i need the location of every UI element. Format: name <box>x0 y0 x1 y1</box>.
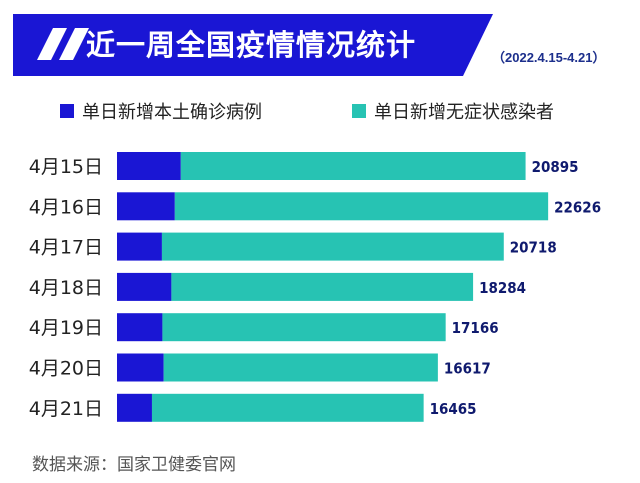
category-label: 4月20日 <box>29 358 103 380</box>
bar-confirmed <box>117 192 175 221</box>
category-label: 4月16日 <box>29 196 103 218</box>
legend-label-confirmed: 单日新增本土确诊病例 <box>82 102 262 123</box>
category-label: 4月19日 <box>29 317 103 339</box>
bar-asymptomatic <box>174 192 549 221</box>
bar-asymptomatic <box>171 272 474 301</box>
bar-confirmed <box>117 393 152 422</box>
bar-asymptomatic <box>163 353 438 382</box>
bar-confirmed <box>117 313 163 342</box>
category-label: 4月17日 <box>29 237 103 259</box>
data-label-asymptomatic: 20895 <box>532 158 579 176</box>
bar-confirmed <box>117 232 162 261</box>
data-label-asymptomatic: 16465 <box>430 400 477 418</box>
legend-swatch-asymptomatic <box>352 104 366 118</box>
category-label: 4月18日 <box>29 277 103 299</box>
legend-item-confirmed: 单日新增本土确诊病例 <box>60 99 262 123</box>
data-label-asymptomatic: 18284 <box>479 279 526 297</box>
banner-background <box>13 14 493 76</box>
title-banner <box>13 14 493 76</box>
data-label-asymptomatic: 22626 <box>554 198 601 216</box>
banner-slash-2 <box>59 28 89 60</box>
legend-item-asymptomatic: 单日新增无症状感染者 <box>352 99 554 123</box>
bar-confirmed <box>117 272 172 301</box>
legend-swatch-confirmed <box>60 104 74 118</box>
bar-asymptomatic <box>180 152 526 180</box>
source-note: 数据来源：国家卫健委官网 <box>32 455 236 475</box>
bar-asymptomatic <box>151 393 424 422</box>
bar-asymptomatic <box>162 313 446 342</box>
bar-confirmed <box>117 152 181 180</box>
legend-label-asymptomatic: 单日新增无症状感染者 <box>374 102 554 123</box>
stacked-bar-chart: 4月15日3867208954月16日3504226264月17日2723207… <box>29 152 601 422</box>
chart-title: 近一周全国疫情情况统计 <box>86 28 417 62</box>
data-label-asymptomatic: 20718 <box>510 239 557 257</box>
banner-slash-1 <box>37 28 67 60</box>
date-range-label: （2022.4.15-4.21） <box>492 50 606 65</box>
data-label-asymptomatic: 16617 <box>444 360 491 378</box>
bar-confirmed <box>117 353 164 382</box>
bar-asymptomatic <box>161 232 504 261</box>
category-label: 4月15日 <box>29 156 103 178</box>
data-label-asymptomatic: 17166 <box>452 319 499 337</box>
category-label: 4月21日 <box>29 398 103 420</box>
